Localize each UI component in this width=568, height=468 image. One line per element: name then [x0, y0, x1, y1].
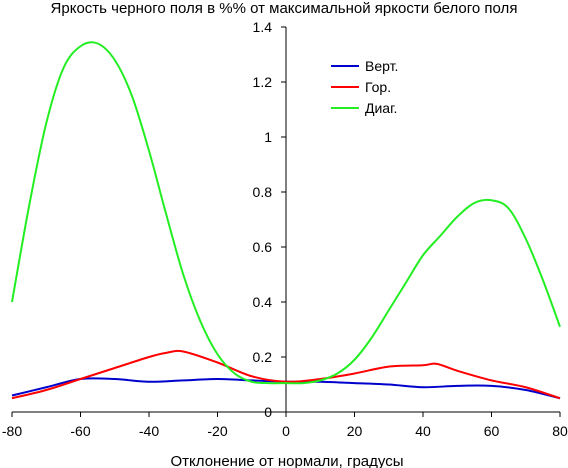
- legend: Верт. Гор. Диаг.: [331, 58, 398, 116]
- y-tick-label: 1: [264, 129, 272, 145]
- y-tick-label: 1.2: [253, 74, 273, 90]
- axes: -80 -60 -40 -20 0 20 40 60 80 0 0.2 0.4 0.6 0.8 1 1.2 1.…: [2, 19, 568, 439]
- x-tick-label: 60: [484, 423, 500, 439]
- y-tick-label: 1.4: [253, 19, 273, 35]
- legend-label-0: Верт.: [365, 58, 398, 74]
- series-line-1: [11, 349, 561, 400]
- x-tick-label: -60: [70, 423, 90, 439]
- x-tick-label: 20: [347, 423, 363, 439]
- y-tick-label: 0.6: [253, 239, 273, 255]
- x-tick-label: 80: [552, 423, 568, 439]
- x-tick-label: -20: [207, 423, 227, 439]
- legend-label-2: Диаг.: [365, 100, 397, 116]
- x-tick-label: 0: [282, 423, 290, 439]
- y-tick-label: 0.8: [253, 184, 273, 200]
- x-tick-label: 40: [415, 423, 431, 439]
- series-layer: [11, 41, 561, 400]
- x-tick-label: -80: [2, 423, 22, 439]
- legend-label-1: Гор.: [365, 79, 391, 95]
- y-tick-label: 0.2: [253, 349, 273, 365]
- x-tick-label: -40: [139, 423, 159, 439]
- y-tick-label: 0: [264, 404, 272, 420]
- series-line-2: [11, 41, 561, 385]
- x-axis-label: Отклонение от нормали, градусы: [171, 453, 404, 468]
- y-tick-label: 0.4: [253, 294, 273, 310]
- chart-title: Яркость черного поля в %% от максимально…: [51, 0, 518, 17]
